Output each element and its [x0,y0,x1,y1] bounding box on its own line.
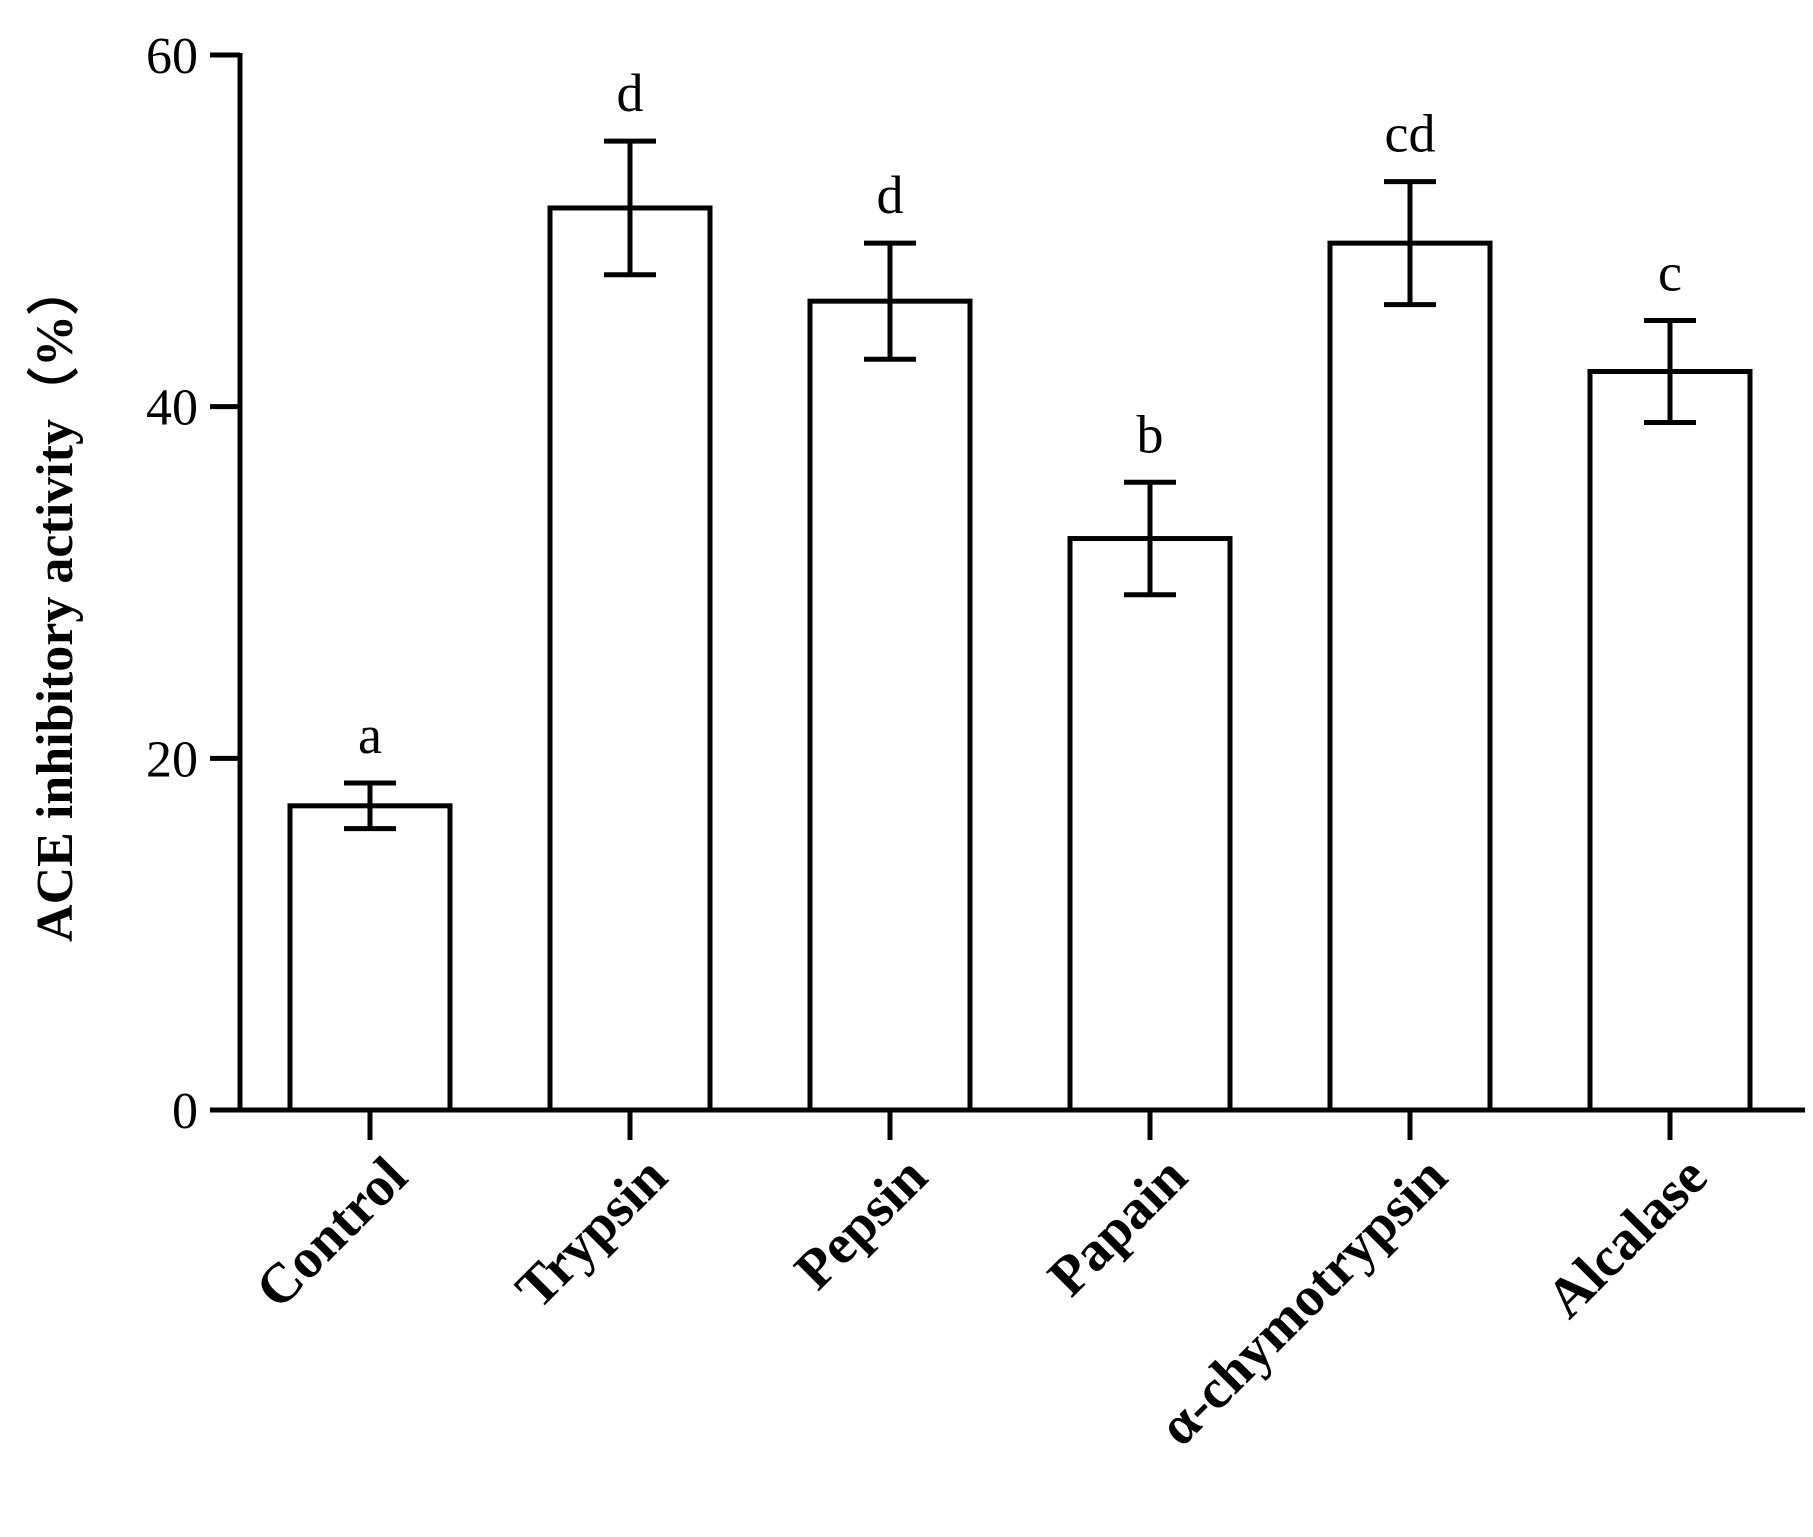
y-tick-label: 60 [146,28,198,85]
significance-label: c [1658,243,1682,303]
bar-5 [1587,369,1753,1113]
x-tick-label: Control [244,1145,419,1320]
error-bars [344,138,1696,832]
bar-3 [1067,536,1233,1113]
y-axis-ticks: 0 20 40 60 [146,28,240,1140]
x-tick-label: Papain [1037,1145,1200,1308]
y-tick-label: 0 [172,1083,198,1140]
bar-1 [547,205,713,1113]
bar-4 [1327,240,1493,1113]
x-tick-label: Pepsin [783,1145,939,1301]
significance-label: d [617,63,644,123]
y-tick-label: 20 [146,731,198,788]
significance-label: a [358,705,382,765]
bars [287,205,1753,1113]
y-tick-label: 40 [146,380,198,437]
significance-label: b [1137,404,1164,464]
x-tick-label: Trypsin [504,1145,679,1320]
significance-label: d [877,165,904,225]
significance-labels: a d d b cd c [358,63,1682,765]
x-axis-ticks: Control Trypsin Pepsin Papainα-chymotrypsin… [244,1110,1719,1458]
significance-label: cd [1385,104,1436,164]
y-axis-label: ACE inhibitory activity（%） [26,263,84,942]
bar-0 [287,803,453,1113]
bar-2 [807,298,973,1113]
x-tick-label: Alcalase [1535,1145,1720,1330]
